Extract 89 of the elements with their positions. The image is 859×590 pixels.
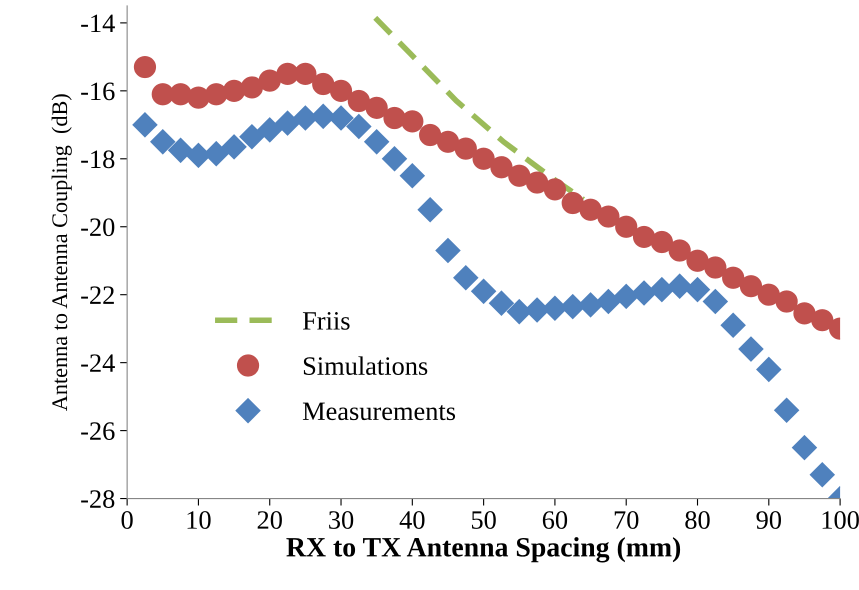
point xyxy=(436,130,460,153)
point xyxy=(348,90,370,112)
point xyxy=(454,137,477,160)
point xyxy=(758,284,780,306)
point xyxy=(257,117,282,142)
point xyxy=(774,398,800,423)
point xyxy=(382,146,407,172)
point xyxy=(722,266,744,289)
point xyxy=(488,290,514,316)
point xyxy=(811,309,834,332)
y-tick-label: -26 xyxy=(81,422,115,440)
point xyxy=(364,129,390,154)
point xyxy=(400,163,425,188)
point xyxy=(239,124,264,150)
point xyxy=(562,192,584,214)
x-tick-label: 20 xyxy=(258,511,282,529)
point xyxy=(740,275,762,298)
x-tick-label: 80 xyxy=(685,511,710,529)
point xyxy=(383,106,406,130)
x-tick-label: 100 xyxy=(822,511,859,529)
y-tick-label: -18 xyxy=(81,150,114,168)
y-tick-label: -24 xyxy=(81,354,115,372)
x-tick-label: 70 xyxy=(614,511,638,529)
point xyxy=(579,198,602,221)
y-tick-label: -22 xyxy=(81,286,114,304)
point xyxy=(685,277,710,302)
point xyxy=(667,274,692,299)
point xyxy=(152,83,174,106)
point xyxy=(205,83,228,106)
point xyxy=(275,110,300,136)
point xyxy=(614,284,639,309)
legend-label: Simulations xyxy=(304,356,428,375)
point xyxy=(366,96,388,119)
point xyxy=(435,238,460,264)
point xyxy=(596,289,621,314)
point xyxy=(134,56,156,78)
x-tick-label: 90 xyxy=(756,511,781,529)
point xyxy=(150,129,176,154)
point xyxy=(258,70,281,92)
x-tick-label: 0 xyxy=(122,511,133,529)
x-tick-label: 10 xyxy=(188,511,211,529)
y-tick-label: -28 xyxy=(81,490,114,508)
point xyxy=(615,216,638,238)
point xyxy=(702,289,728,314)
point xyxy=(704,256,726,279)
y-axis-title: Antenna to Antenna Coupling (dB) xyxy=(52,94,72,411)
point xyxy=(650,230,673,254)
point xyxy=(330,80,352,102)
point xyxy=(632,280,657,306)
point xyxy=(792,435,817,460)
point xyxy=(472,148,495,170)
y-tick-label: -20 xyxy=(81,218,114,236)
point xyxy=(738,336,764,362)
x-axis-title: RX to TX Antenna Spacing (mm) xyxy=(286,537,680,562)
point xyxy=(526,171,548,194)
point xyxy=(756,356,782,382)
point xyxy=(810,462,835,488)
point xyxy=(222,80,246,102)
legend-label: Friis xyxy=(302,312,350,330)
point xyxy=(418,197,443,222)
y-tick-label: -16 xyxy=(81,82,115,100)
x-tick-label: 40 xyxy=(400,511,425,529)
point xyxy=(668,239,691,262)
point xyxy=(471,278,496,304)
point xyxy=(312,72,334,96)
x-tick-label: 50 xyxy=(472,511,496,529)
point xyxy=(686,250,709,272)
y-tick-label: -14 xyxy=(81,14,115,32)
point xyxy=(346,114,372,139)
point xyxy=(453,265,478,290)
point xyxy=(793,302,816,324)
point xyxy=(720,312,746,338)
point xyxy=(490,156,513,178)
legend-label: Measurements xyxy=(302,402,456,420)
point xyxy=(632,226,656,248)
point xyxy=(240,76,264,99)
point xyxy=(544,178,566,200)
point xyxy=(401,110,424,133)
x-tick-label: 60 xyxy=(542,511,568,529)
point xyxy=(776,290,798,313)
point xyxy=(649,277,674,302)
point xyxy=(168,138,194,163)
point xyxy=(508,164,530,187)
point xyxy=(222,134,247,160)
point xyxy=(187,86,210,109)
point xyxy=(597,205,620,228)
point xyxy=(132,112,158,138)
x-tick-label: 30 xyxy=(329,511,354,529)
point xyxy=(419,124,442,146)
